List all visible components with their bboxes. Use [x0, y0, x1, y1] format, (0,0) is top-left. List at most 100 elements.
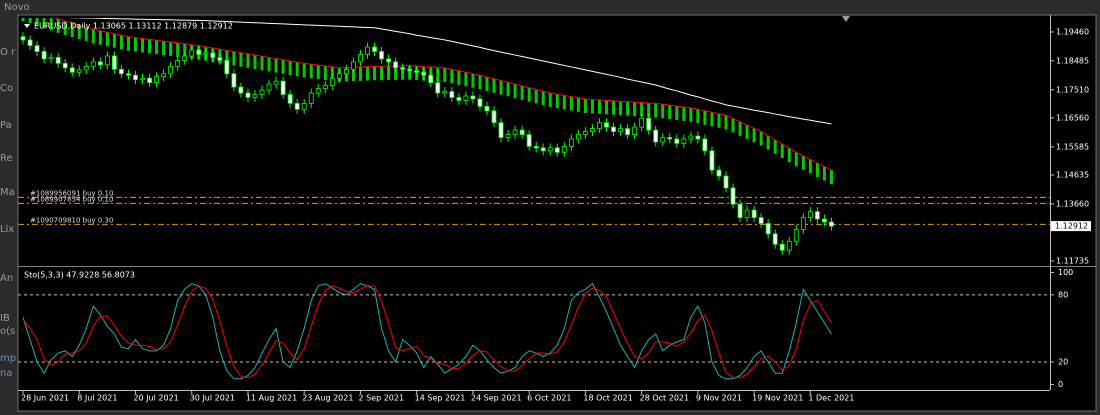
candle-body — [83, 65, 89, 71]
candle-body — [358, 54, 363, 63]
ribbon-bar — [562, 95, 566, 110]
candle-body — [196, 49, 202, 55]
candle-body — [27, 39, 33, 46]
ribbon-bar — [738, 121, 742, 136]
order-label: #1089907854 buy 0.10 — [30, 195, 113, 203]
x-tick-label: 6 Oct 2021 — [527, 394, 571, 403]
ribbon-bar — [267, 57, 271, 72]
ribbon-bar — [752, 128, 756, 143]
ribbon-bar — [822, 166, 826, 181]
ribbon-bar — [619, 101, 623, 116]
candle-body — [111, 55, 117, 70]
x-tick-label: 1 Dec 2021 — [808, 394, 854, 403]
candle-body — [590, 128, 595, 132]
ribbon-bar — [703, 110, 707, 125]
candle-body — [266, 83, 272, 91]
candle-body — [786, 240, 792, 251]
y-tick-label: 1.14635 — [1056, 171, 1089, 180]
candle-body — [772, 233, 778, 245]
ribbon-bar — [443, 67, 447, 82]
ribbon-bar — [506, 82, 510, 97]
candle-body — [674, 138, 680, 144]
ribbon-bar — [281, 59, 285, 74]
x-tick-label: 28 Oct 2021 — [640, 394, 689, 403]
candle-body — [90, 61, 96, 67]
candle-body — [814, 211, 820, 220]
ribbon-bar — [387, 66, 391, 81]
x-tick-label: 18 Oct 2021 — [583, 394, 632, 403]
ribbon-bar — [590, 99, 594, 114]
ribbon-bar — [98, 30, 102, 45]
candle-body — [568, 138, 574, 147]
candle-body — [210, 52, 216, 58]
ribbon-bar — [597, 99, 601, 114]
candle-body — [695, 135, 701, 140]
candle-body — [175, 60, 181, 67]
y-tick-label: 100 — [1058, 268, 1073, 277]
menu-fragment: Pa — [0, 120, 12, 131]
candle-body — [463, 95, 469, 101]
ribbon-bar — [548, 93, 552, 108]
candle-body — [182, 55, 188, 61]
candle-body — [477, 98, 483, 107]
menu-fragment: O r — [0, 47, 16, 58]
ribbon-bar — [654, 103, 658, 118]
candle-body — [681, 138, 687, 144]
candle-body — [322, 85, 328, 89]
ribbon-bar — [717, 113, 721, 128]
candle-body — [807, 211, 813, 218]
menu-fragment: mp — [0, 353, 16, 364]
ribbon-bar — [766, 135, 770, 150]
ribbon-bar — [21, 18, 25, 22]
candle-body — [372, 46, 377, 52]
ribbon-bar — [633, 102, 637, 117]
x-tick-label: 2 Sep 2021 — [358, 394, 404, 403]
ribbon-bar — [794, 152, 798, 167]
candle-body — [653, 129, 659, 143]
menu-fragment: Lix — [0, 224, 14, 235]
candle-body — [55, 57, 61, 64]
ribbon-bar — [745, 125, 749, 140]
chart-title: EURUSD,Daily 1.13065 1.13112 1.12879 1.1… — [34, 22, 233, 31]
x-tick-label: 30 Jul 2021 — [190, 394, 235, 403]
shift-marker[interactable] — [842, 16, 850, 22]
candle-body — [583, 131, 588, 135]
ribbon-bar — [112, 33, 116, 48]
candle-body — [203, 52, 209, 55]
candle-body — [505, 134, 511, 138]
ribbon-bar — [576, 97, 580, 112]
candle-body — [604, 122, 609, 128]
ribbon-bar — [176, 42, 180, 57]
order-label: #1089956091 buy 0.10 — [30, 189, 113, 197]
candle-body — [618, 128, 623, 132]
candle-body — [76, 69, 82, 73]
candle-body — [365, 46, 370, 55]
ribbon-bar — [183, 43, 187, 58]
candle-body — [34, 45, 40, 52]
ribbon-bar — [583, 98, 587, 113]
candle-body — [646, 117, 652, 131]
ribbon-bar — [731, 118, 735, 133]
ribbon-bar — [358, 66, 362, 81]
candle-body — [512, 129, 518, 135]
candle-body — [245, 92, 251, 98]
candle-body — [554, 147, 560, 153]
candle-body — [231, 73, 237, 88]
candle-body — [301, 102, 307, 110]
y-tick-label: 80 — [1058, 290, 1068, 299]
menu-fragment: Co — [0, 83, 13, 94]
y-tick-label: 1.16560 — [1056, 113, 1089, 122]
candle-body — [547, 147, 553, 152]
title-arrow[interactable] — [24, 24, 30, 28]
ribbon-bar — [126, 36, 130, 51]
ribbon-bar — [626, 101, 630, 116]
x-tick-label: 14 Sep 2021 — [415, 394, 466, 403]
ribbon-bar — [35, 18, 39, 26]
x-tick-label: 20 Jul 2021 — [133, 394, 178, 403]
candle-body — [147, 77, 152, 84]
ribbon-bar — [394, 66, 398, 81]
candle-body — [765, 223, 771, 235]
indicator-title: Sto(5,3,3) 47.9228 56.8073 — [24, 271, 135, 280]
ribbon-bar — [365, 66, 369, 81]
